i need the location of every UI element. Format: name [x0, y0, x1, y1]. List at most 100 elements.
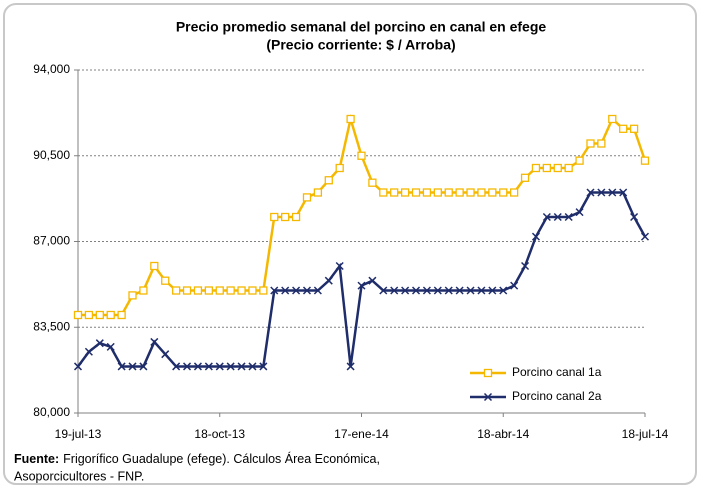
point-marker [270, 212, 279, 222]
point-marker [379, 188, 388, 197]
point-marker [379, 286, 388, 295]
y-tick-label: 83,500 [33, 319, 70, 333]
point-marker [183, 362, 192, 371]
point-marker [226, 362, 235, 371]
point-marker [390, 188, 399, 197]
point-marker [292, 286, 301, 295]
point-marker [510, 281, 519, 290]
point-marker [411, 188, 421, 197]
point-marker [237, 286, 246, 295]
point-marker [488, 188, 497, 197]
point-marker [281, 286, 290, 295]
point-marker [302, 286, 312, 295]
legend-marker [483, 368, 493, 378]
series [73, 188, 650, 371]
point-marker [444, 286, 453, 295]
point-marker [84, 310, 94, 320]
series [73, 114, 650, 320]
point-marker [259, 362, 268, 371]
chart-subtitle: (Precio corriente: $ / Arroba) [266, 37, 455, 53]
point-marker [368, 178, 377, 187]
point-marker [586, 139, 595, 148]
point-marker [542, 212, 551, 222]
point-marker [357, 281, 366, 290]
point-marker [586, 188, 595, 197]
point-marker [608, 188, 617, 197]
point-marker [520, 173, 530, 182]
point-marker [630, 212, 639, 222]
x-tick-label: 18-abr-14 [477, 427, 529, 441]
point-marker [95, 339, 104, 348]
point-marker [564, 163, 573, 173]
point-marker [237, 362, 246, 371]
point-marker [106, 342, 115, 351]
legend-label: Porcino canal 1a [512, 365, 602, 379]
point-marker [182, 286, 192, 295]
point-marker [368, 276, 377, 285]
point-marker [575, 208, 584, 217]
source-text: Frigorífico Guadalupe (efege). Cálculos … [63, 451, 380, 466]
point-marker [324, 176, 333, 185]
point-marker [597, 139, 606, 148]
point-marker [411, 286, 421, 295]
point-marker [128, 362, 137, 371]
point-marker [619, 188, 628, 197]
point-marker [433, 188, 442, 197]
point-marker [422, 188, 432, 197]
point-marker [270, 286, 279, 295]
x-tick-label: 17-ene-14 [334, 427, 389, 441]
point-marker [204, 286, 213, 295]
point-marker [619, 124, 628, 133]
point-marker [597, 188, 606, 197]
point-marker [324, 276, 333, 285]
point-marker [499, 188, 508, 197]
point-marker [172, 362, 181, 371]
point-marker [455, 286, 464, 295]
legend-marker [483, 392, 493, 402]
y-tick-label: 87,000 [33, 234, 70, 248]
point-marker [477, 286, 486, 295]
point-marker [553, 212, 562, 222]
point-marker [248, 286, 257, 295]
point-marker [248, 362, 257, 371]
point-marker [226, 286, 235, 295]
chart-frame [3, 3, 697, 485]
point-marker [433, 286, 442, 295]
point-marker [139, 362, 148, 371]
point-marker [259, 286, 268, 295]
point-marker [193, 362, 202, 371]
source-text-2: Asoporcicultores - FNP. [14, 469, 144, 483]
point-marker [488, 286, 497, 295]
point-marker [95, 310, 104, 320]
point-marker [335, 261, 344, 271]
legend-label: Porcino canal 2a [512, 389, 602, 403]
point-marker [204, 362, 213, 371]
point-marker [499, 286, 508, 295]
point-marker [542, 163, 552, 173]
point-marker [357, 151, 366, 160]
point-marker [346, 114, 355, 124]
point-marker [193, 286, 203, 295]
point-marker [313, 286, 322, 295]
point-marker [510, 188, 519, 197]
y-tick-label: 90,500 [33, 148, 70, 162]
point-marker [215, 362, 224, 371]
point-marker [302, 193, 312, 202]
point-marker [390, 286, 399, 295]
x-tick-label: 18-jul-14 [622, 427, 669, 441]
chart-title: Precio promedio semanal del porcino en c… [176, 19, 547, 35]
point-marker [106, 310, 115, 320]
point-marker [313, 188, 323, 197]
point-marker [455, 188, 464, 197]
point-marker [531, 163, 541, 173]
point-marker [466, 286, 475, 295]
point-marker [161, 350, 170, 359]
point-marker [291, 212, 301, 222]
point-marker [171, 286, 181, 295]
point-marker [531, 232, 540, 241]
point-marker [466, 188, 475, 197]
point-marker [73, 310, 83, 320]
x-tick-label: 18-oct-13 [194, 427, 245, 441]
point-marker [608, 114, 617, 124]
